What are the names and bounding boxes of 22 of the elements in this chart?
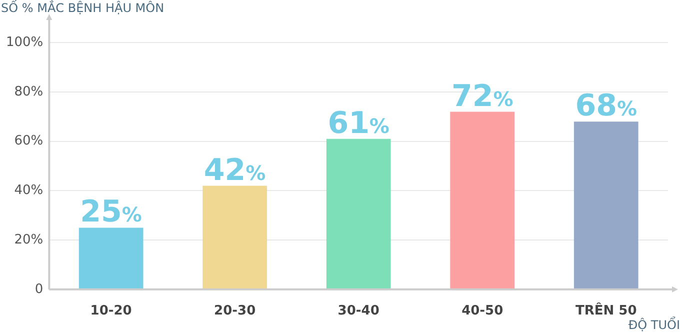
x-tick-label: 20-30 bbox=[214, 304, 256, 319]
x-tick-label: TRÊN 50 bbox=[575, 302, 637, 319]
bar bbox=[326, 138, 391, 289]
bar bbox=[574, 122, 638, 289]
data-label: 61% bbox=[328, 106, 390, 141]
y-tick-label: 80% bbox=[14, 84, 44, 100]
y-tick-label: 60% bbox=[14, 134, 44, 149]
data-label: 42% bbox=[204, 152, 266, 188]
y-tick-label: 100% bbox=[6, 35, 44, 50]
x-tick-label: 40-50 bbox=[462, 304, 504, 319]
data-label: 72% bbox=[451, 78, 514, 114]
data-label: 25% bbox=[80, 194, 142, 230]
x-tick-label: 10-20 bbox=[90, 304, 132, 319]
x-tick-label: 30-40 bbox=[338, 304, 380, 319]
bar bbox=[450, 112, 515, 289]
y-tick-label: 40% bbox=[14, 183, 44, 198]
bar bbox=[78, 228, 144, 289]
y-tick-label: 0 bbox=[34, 282, 44, 297]
data-label: 68% bbox=[575, 88, 638, 124]
bar bbox=[202, 186, 267, 289]
y-tick-label: 20% bbox=[14, 232, 44, 248]
x-axis-title: ĐỘ TUỔI bbox=[628, 316, 680, 332]
